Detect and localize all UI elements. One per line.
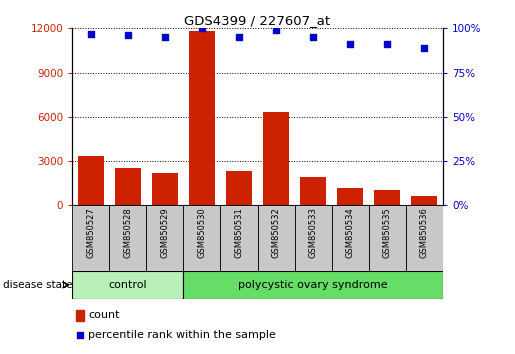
Point <box>76 332 84 338</box>
Bar <box>258 205 295 271</box>
Text: count: count <box>89 310 120 320</box>
Bar <box>369 205 406 271</box>
Bar <box>226 171 252 205</box>
Point <box>309 34 317 40</box>
Point <box>383 41 391 47</box>
Bar <box>72 271 183 299</box>
Text: GSM850533: GSM850533 <box>308 207 318 258</box>
Bar <box>146 205 183 271</box>
Text: control: control <box>109 280 147 290</box>
Bar <box>189 31 215 205</box>
Point <box>346 41 354 47</box>
Point <box>124 33 132 38</box>
Bar <box>411 196 437 205</box>
Point <box>272 27 280 33</box>
Bar <box>374 190 400 205</box>
Point <box>87 31 95 36</box>
Text: GSM850532: GSM850532 <box>271 207 281 258</box>
Bar <box>300 177 326 205</box>
Title: GDS4399 / 227607_at: GDS4399 / 227607_at <box>184 14 331 27</box>
Text: GSM850535: GSM850535 <box>383 207 392 258</box>
Bar <box>183 205 220 271</box>
Bar <box>406 205 443 271</box>
Text: percentile rank within the sample: percentile rank within the sample <box>89 330 276 340</box>
Bar <box>152 173 178 205</box>
Bar <box>263 113 289 205</box>
Bar <box>72 205 109 271</box>
Bar <box>109 205 146 271</box>
Bar <box>76 309 84 321</box>
Point <box>420 45 428 51</box>
Text: GSM850536: GSM850536 <box>420 207 429 258</box>
Bar <box>220 205 258 271</box>
Bar <box>183 271 443 299</box>
Text: GSM850528: GSM850528 <box>123 207 132 258</box>
Text: GSM850534: GSM850534 <box>346 207 355 258</box>
Bar <box>115 169 141 205</box>
Text: GSM850527: GSM850527 <box>86 207 95 258</box>
Text: GSM850530: GSM850530 <box>197 207 207 258</box>
Text: GSM850529: GSM850529 <box>160 207 169 258</box>
Bar <box>295 205 332 271</box>
Text: GSM850531: GSM850531 <box>234 207 244 258</box>
Point <box>198 25 206 31</box>
Point <box>235 34 243 40</box>
Point <box>161 34 169 40</box>
Text: polycystic ovary syndrome: polycystic ovary syndrome <box>238 280 388 290</box>
Text: disease state: disease state <box>3 280 72 290</box>
Bar <box>337 188 363 205</box>
Bar <box>78 156 104 205</box>
Bar <box>332 205 369 271</box>
